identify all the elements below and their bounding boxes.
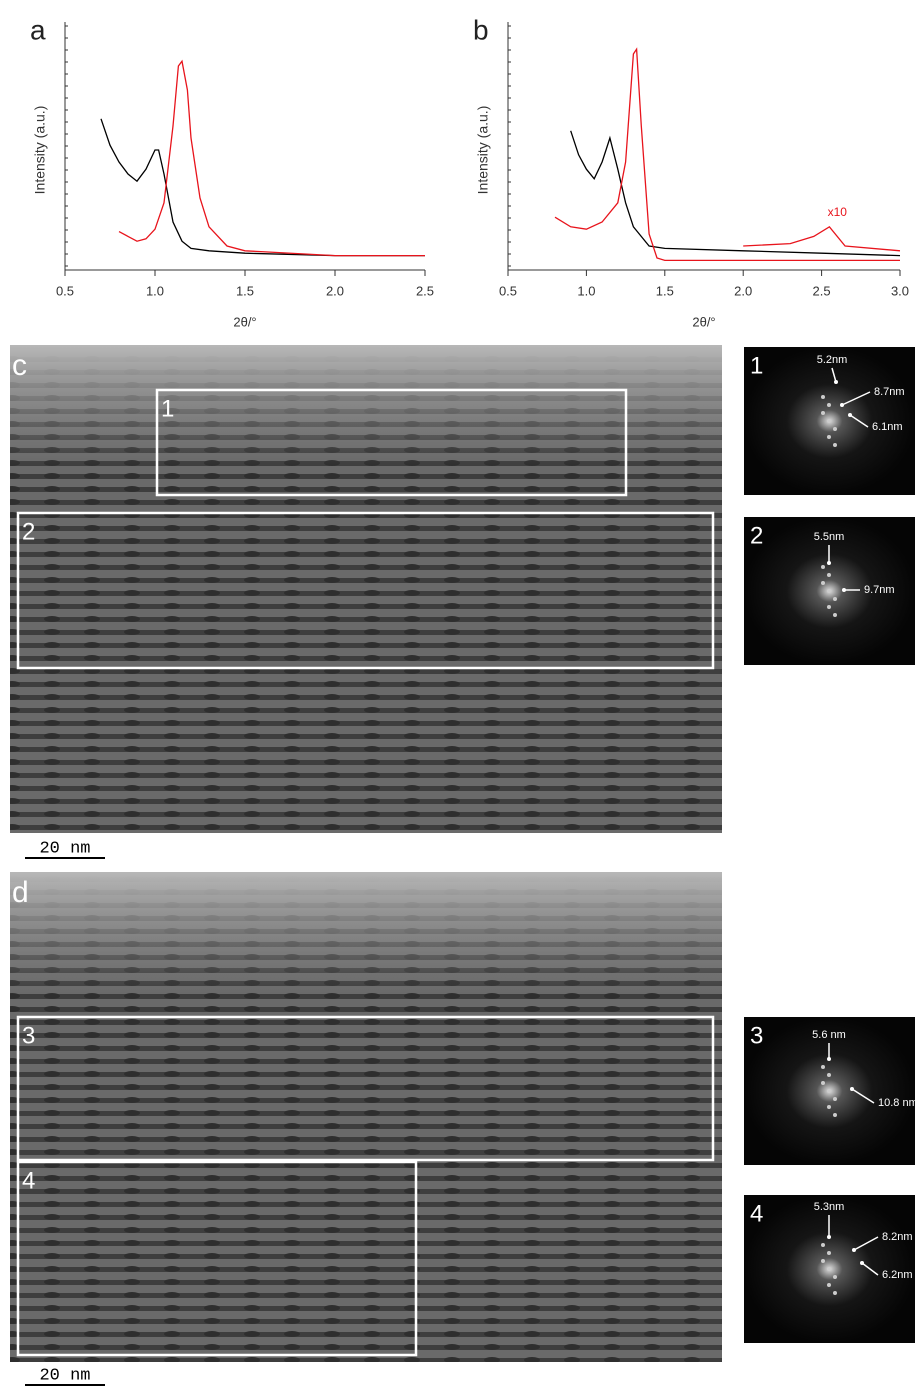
fft-arrow-head (842, 588, 846, 592)
x-tick-label: 1.5 (656, 283, 674, 298)
x-tick-label: 3.0 (891, 283, 909, 298)
x-tick-label: 1.0 (146, 283, 164, 298)
fft-arrow-head (840, 403, 844, 407)
fft-spot (833, 427, 837, 431)
data-line (554, 47, 900, 262)
tem-surface (10, 872, 722, 1362)
fft-spot (833, 1113, 837, 1117)
fft-arrow (861, 1262, 879, 1276)
fft-arrow (841, 391, 871, 406)
scale-bar-label: 20 nm (39, 1366, 90, 1385)
fft-spot (827, 605, 831, 609)
fft-spacing: 5.2nm (817, 354, 848, 366)
fft-arrow (849, 414, 869, 428)
scale-bar-label: 20 nm (39, 839, 90, 858)
fft-spot (827, 1089, 831, 1093)
fft-spacing: 10.8 nm (878, 1097, 915, 1109)
region-box (16, 1160, 418, 1357)
fft-arrow (851, 1088, 875, 1104)
fft-spot (821, 1081, 825, 1085)
fft-arrow (831, 367, 837, 383)
annotation: x10 (828, 205, 848, 219)
fft-arrow-head (827, 561, 831, 565)
x-tick-label: 2.0 (734, 283, 752, 298)
fft-spot (827, 419, 831, 423)
region-label: 4 (22, 1167, 35, 1194)
x-axis-label: 2θ/° (692, 314, 715, 329)
fft-arrow-head (848, 413, 852, 417)
region-box (155, 388, 628, 497)
fft-arrow-head (850, 1087, 854, 1091)
fft-spot (827, 573, 831, 577)
data-line (743, 225, 901, 252)
data-line (100, 118, 425, 257)
panel-label: c (12, 349, 27, 382)
panel-label: a (30, 14, 46, 45)
fft-spot (821, 581, 825, 585)
fft-spot (833, 1097, 837, 1101)
x-tick-label: 1.0 (577, 283, 595, 298)
fft-arrow-head (860, 1261, 864, 1265)
fft-arrow-head (852, 1248, 856, 1252)
fft-spacing: 9.7nm (864, 584, 895, 596)
fft-spot (821, 565, 825, 569)
x-tick-label: 2.0 (326, 283, 344, 298)
fft-spot (821, 395, 825, 399)
fft-arrow (853, 1236, 879, 1251)
fft-label: 4 (750, 1200, 763, 1227)
fft-spot (827, 1251, 831, 1255)
x-tick-label: 2.5 (813, 283, 831, 298)
fft-arrow-head (827, 1057, 831, 1061)
fft-spot (833, 443, 837, 447)
x-tick-label: 0.5 (56, 283, 74, 298)
fft-spot (827, 589, 831, 593)
y-axis-label: Intensity (a.u.) (475, 106, 491, 195)
data-line (118, 59, 425, 257)
fft-label: 2 (750, 522, 763, 549)
x-axis-label: 2θ/° (233, 314, 256, 329)
fft-spot (821, 1259, 825, 1263)
fft-spot (833, 1291, 837, 1295)
fft-label: 3 (750, 1022, 763, 1049)
fft-spot (827, 1073, 831, 1077)
fft-spot (827, 435, 831, 439)
region-label: 3 (22, 1022, 35, 1049)
fft-spot (833, 597, 837, 601)
x-tick-label: 0.5 (499, 283, 517, 298)
x-tick-label: 2.5 (416, 283, 434, 298)
fft-spot (821, 1243, 825, 1247)
panel-label: d (12, 876, 29, 909)
region-box (16, 1015, 715, 1162)
fft-spot (827, 1283, 831, 1287)
fft-spacing: 8.2nm (882, 1231, 913, 1243)
region-label: 1 (161, 395, 174, 422)
x-tick-label: 1.5 (236, 283, 254, 298)
fft-spacing: 8.7nm (874, 386, 905, 398)
fft-spot (827, 1267, 831, 1271)
fft-spot (827, 1105, 831, 1109)
fft-spacing: 5.3nm (814, 1201, 845, 1213)
y-axis-label: Intensity (a.u.) (32, 106, 48, 195)
tem-surface (10, 345, 722, 833)
fft-spot (821, 411, 825, 415)
data-line (570, 130, 901, 257)
fft-spacing: 6.2nm (882, 1269, 913, 1281)
fft-spot (821, 1065, 825, 1069)
fft-spot (827, 403, 831, 407)
fft-spacing: 5.5nm (814, 531, 845, 543)
region-label: 2 (22, 518, 35, 545)
fft-spot (833, 613, 837, 617)
panel-label: b (473, 14, 489, 45)
fft-arrow-head (834, 380, 838, 384)
fft-label: 1 (750, 352, 763, 379)
fft-spacing: 6.1nm (872, 421, 903, 433)
fft-spacing: 5.6 nm (812, 1029, 846, 1041)
fft-arrow-head (827, 1235, 831, 1239)
region-box (16, 511, 715, 670)
fft-spot (833, 1275, 837, 1279)
